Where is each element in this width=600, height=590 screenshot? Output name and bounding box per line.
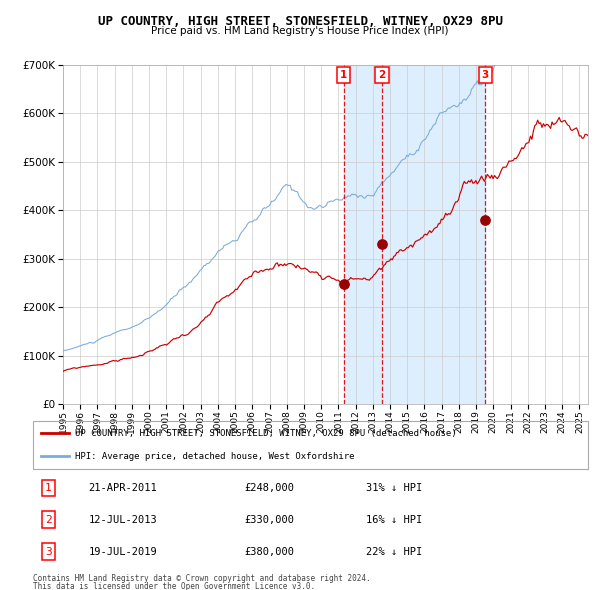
Text: 2: 2 — [379, 70, 386, 80]
Text: HPI: Average price, detached house, West Oxfordshire: HPI: Average price, detached house, West… — [74, 452, 354, 461]
Text: 2: 2 — [45, 515, 52, 525]
Point — [377, 240, 387, 249]
Text: 12-JUL-2013: 12-JUL-2013 — [89, 515, 157, 525]
Text: 16% ↓ HPI: 16% ↓ HPI — [366, 515, 422, 525]
Point — [339, 279, 349, 289]
Text: Price paid vs. HM Land Registry's House Price Index (HPI): Price paid vs. HM Land Registry's House … — [151, 26, 449, 36]
Text: £380,000: £380,000 — [244, 547, 294, 556]
Text: 31% ↓ HPI: 31% ↓ HPI — [366, 483, 422, 493]
Text: UP COUNTRY, HIGH STREET, STONESFIELD, WITNEY, OX29 8PU (detached house): UP COUNTRY, HIGH STREET, STONESFIELD, WI… — [74, 429, 456, 438]
Point — [481, 215, 490, 225]
Text: This data is licensed under the Open Government Licence v3.0.: This data is licensed under the Open Gov… — [33, 582, 315, 590]
Text: UP COUNTRY, HIGH STREET, STONESFIELD, WITNEY, OX29 8PU: UP COUNTRY, HIGH STREET, STONESFIELD, WI… — [97, 15, 503, 28]
Text: 3: 3 — [482, 70, 489, 80]
Text: £330,000: £330,000 — [244, 515, 294, 525]
Text: Contains HM Land Registry data © Crown copyright and database right 2024.: Contains HM Land Registry data © Crown c… — [33, 574, 371, 583]
Text: 21-APR-2011: 21-APR-2011 — [89, 483, 157, 493]
Text: 19-JUL-2019: 19-JUL-2019 — [89, 547, 157, 556]
Text: 3: 3 — [45, 547, 52, 556]
Text: 1: 1 — [45, 483, 52, 493]
Text: £248,000: £248,000 — [244, 483, 294, 493]
Text: 22% ↓ HPI: 22% ↓ HPI — [366, 547, 422, 556]
Text: 1: 1 — [340, 70, 347, 80]
Bar — [344, 65, 485, 404]
